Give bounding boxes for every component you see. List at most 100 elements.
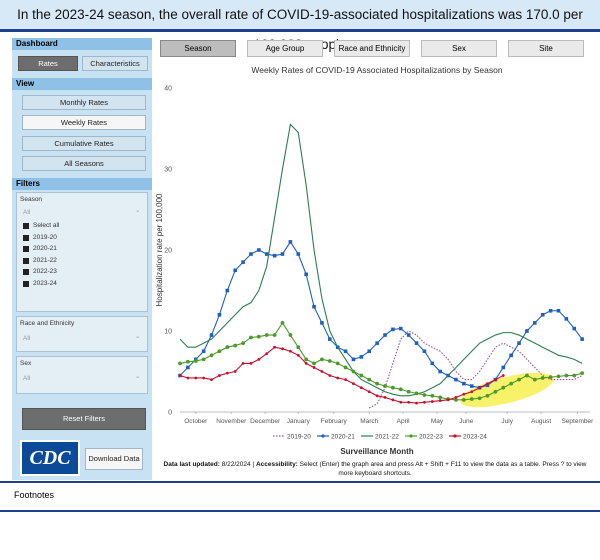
x-tick-label: August (531, 418, 551, 425)
legend-marker (409, 434, 413, 438)
marker (178, 374, 182, 377)
marker (509, 381, 514, 386)
marker (359, 355, 364, 359)
chevron: ⌄ (135, 373, 141, 380)
tab[interactable]: Sex (421, 40, 497, 57)
cdc-logo[interactable]: CDC (20, 440, 80, 476)
marker (525, 329, 529, 333)
footnotes[interactable]: Footnotes (14, 490, 55, 500)
marker (201, 349, 206, 354)
marker (517, 377, 521, 382)
tab[interactable]: Race and Ethnicity (334, 40, 410, 57)
updated-label: Data last updated: (163, 461, 220, 468)
marker (470, 390, 474, 394)
marker (383, 333, 387, 337)
view-button[interactable]: Cumulative Rates (22, 136, 146, 151)
tab[interactable]: Season (160, 40, 236, 57)
marker (241, 341, 245, 346)
marker (343, 365, 348, 370)
marker (217, 313, 222, 317)
marker (383, 396, 387, 399)
marker (391, 327, 395, 332)
option-label[interactable]: 2020-21 (33, 245, 57, 252)
marker (485, 383, 490, 388)
marker (225, 288, 230, 293)
marker (525, 373, 529, 378)
view-button[interactable]: All Seasons (22, 156, 146, 171)
y-tick-label: 0 (168, 410, 172, 417)
marker (335, 361, 340, 366)
legend-label: 2022-23 (419, 434, 443, 441)
marker (501, 374, 505, 377)
marker (540, 313, 545, 317)
sex-filter: Sex All ⌄ (16, 356, 148, 394)
checkbox[interactable] (23, 223, 29, 229)
marker (178, 361, 182, 366)
reset-button[interactable]: Reset Filters (22, 408, 146, 430)
marker (375, 381, 380, 386)
x-tick-label: June (459, 418, 473, 425)
marker (572, 326, 577, 331)
marker (454, 377, 458, 382)
checkbox[interactable] (23, 234, 29, 241)
marker (327, 359, 332, 363)
checkbox[interactable] (23, 257, 29, 264)
marker (328, 374, 332, 377)
marker (273, 345, 277, 349)
option-label[interactable]: 2023-24 (33, 279, 57, 287)
marker (367, 390, 371, 394)
marker (407, 400, 411, 404)
marker (185, 359, 190, 364)
marker (375, 341, 379, 345)
marker (580, 337, 584, 341)
characteristics-button[interactable]: Characteristics (82, 56, 148, 71)
marker (367, 349, 372, 354)
marker (296, 252, 301, 256)
option-label[interactable]: 2019-20 (33, 233, 57, 241)
tab[interactable]: Age Group (247, 40, 323, 57)
x-tick-label: March (360, 418, 378, 425)
marker (257, 357, 261, 361)
view-button[interactable]: Weekly Rates (22, 115, 146, 130)
marker (264, 333, 269, 337)
marker (241, 362, 245, 365)
highlight (460, 372, 554, 408)
marker (351, 369, 356, 374)
marker (462, 381, 466, 386)
marker (469, 397, 474, 401)
marker (501, 385, 506, 390)
marker (367, 377, 372, 382)
checkbox[interactable] (23, 246, 29, 252)
marker (249, 335, 253, 340)
marker (509, 353, 513, 358)
rates-button[interactable]: Rates (18, 56, 78, 71)
marker (422, 393, 427, 397)
option-label[interactable]: 2022-23 (33, 268, 57, 275)
race-filter: Race and Ethnicity All ⌄ (16, 316, 148, 352)
marker (390, 385, 395, 390)
tab[interactable]: Site (508, 40, 584, 57)
marker (312, 361, 316, 366)
view-button[interactable]: Monthly Rates (22, 95, 146, 110)
dropdown-value[interactable]: All (23, 375, 31, 382)
marker (540, 376, 545, 380)
dropdown-value[interactable]: All (23, 209, 31, 216)
banner: In the 2023-24 season, the overall rate … (0, 0, 600, 52)
marker (194, 376, 198, 380)
option-label[interactable]: Select all (33, 222, 60, 229)
option-label[interactable]: 2021-22 (33, 256, 57, 264)
checkbox[interactable] (23, 280, 29, 287)
marker (406, 333, 411, 337)
marker (272, 253, 277, 258)
marker (233, 268, 237, 273)
chart-footer: Data last updated: 8/22/2024 | Accessibi… (160, 460, 590, 478)
marker (202, 376, 206, 380)
download-button[interactable]: Download Data (85, 448, 143, 470)
marker (257, 248, 261, 252)
marker (312, 366, 316, 369)
checkbox[interactable] (23, 269, 29, 275)
dropdown-value[interactable]: All (23, 335, 31, 342)
marker (210, 378, 213, 381)
accessibility-text: Select (Enter) the graph area and press … (299, 461, 587, 477)
